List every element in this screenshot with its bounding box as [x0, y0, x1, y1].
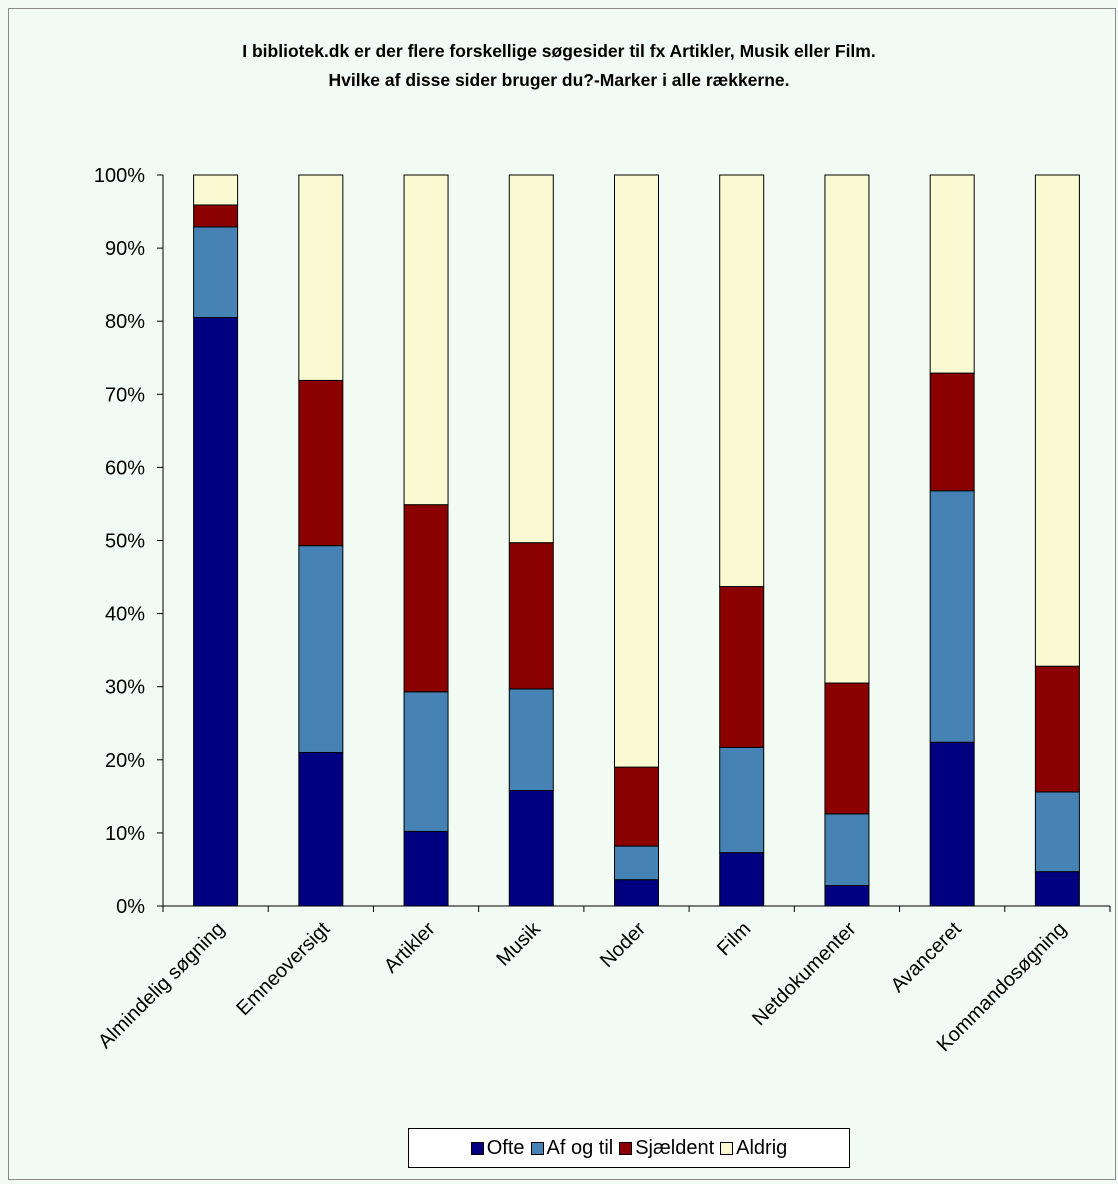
y-tick-label: 70%	[105, 384, 145, 406]
bar-segment	[403, 174, 449, 506]
bar-segment	[614, 766, 659, 847]
x-tick-label: Netdokumenter	[748, 918, 860, 1030]
bar-segment	[614, 879, 659, 907]
bar-segment	[824, 174, 870, 684]
legend-item: Ofte	[470, 1136, 525, 1160]
bar-segment	[719, 746, 765, 854]
bar-segment	[719, 586, 765, 748]
bar-segment	[1034, 665, 1080, 793]
x-tick-label: Musik	[492, 917, 545, 970]
bar-segment	[824, 813, 870, 887]
y-tick-label: 10%	[105, 823, 145, 845]
bar-segment	[403, 504, 449, 693]
bar-segment	[508, 174, 554, 544]
legend-swatch	[619, 1141, 633, 1155]
x-tick-label: Artikler	[380, 918, 440, 978]
bar-segment	[193, 317, 239, 907]
x-tick-label: Avanceret	[887, 918, 966, 997]
legend-label: Af og til	[546, 1136, 614, 1159]
y-tick-label: 30%	[105, 677, 145, 699]
bar-segment	[403, 830, 449, 907]
bar-segment	[719, 852, 765, 907]
bar-segment	[1034, 791, 1080, 873]
bar-segment	[298, 545, 344, 753]
y-tick-label: 40%	[105, 604, 145, 626]
x-tick-label: Almindelig søgning	[94, 918, 229, 1053]
bar-segment	[929, 174, 975, 374]
y-tick-label: 0%	[116, 896, 145, 918]
bar-segment	[824, 682, 870, 815]
chart-title: I bibliotek.dk er der flere forskellige …	[242, 41, 876, 90]
bar-segment	[929, 490, 975, 743]
legend-item: Aldrig	[720, 1137, 787, 1160]
legend-swatch	[720, 1141, 734, 1155]
x-tick-label: Noder	[596, 918, 650, 972]
legend-label: Ofte	[486, 1136, 525, 1159]
bar-segment	[298, 174, 344, 381]
legend-swatch	[470, 1141, 484, 1155]
y-tick-label: 100%	[94, 165, 145, 187]
x-tick-label: Emneoversigt	[232, 918, 334, 1020]
y-tick-label: 60%	[105, 457, 145, 479]
bar-segment	[719, 174, 765, 588]
bar-segment	[508, 790, 554, 907]
bar-segment	[508, 542, 554, 690]
legend-label: Sjældent	[635, 1136, 715, 1159]
bar-segment	[403, 691, 449, 832]
bar-segment	[1034, 174, 1080, 667]
y-tick-label: 80%	[105, 311, 145, 333]
bar-segment	[824, 885, 870, 907]
legend: Ofte Af og til Sjældent Aldrig	[408, 1128, 850, 1168]
legend-swatch	[530, 1141, 544, 1155]
bar-segment	[929, 372, 975, 492]
bar-segment	[614, 845, 659, 881]
y-tick-label: 20%	[105, 750, 145, 772]
bar-segment	[614, 174, 659, 768]
legend-label: Aldrig	[736, 1136, 788, 1159]
bar-segment	[298, 751, 344, 907]
bar-segment	[193, 226, 239, 319]
legend-item: Sjældent	[619, 1137, 714, 1160]
y-tick-label: 90%	[105, 238, 145, 260]
bar-segment	[298, 379, 344, 547]
legend-item: Af og til	[530, 1136, 614, 1160]
bar-segment	[508, 688, 554, 792]
bar-segment	[193, 204, 239, 228]
y-tick-label: 50%	[105, 531, 145, 553]
bar-segment	[1034, 871, 1080, 907]
x-tick-label: Film	[713, 918, 755, 960]
bar-segment	[929, 741, 975, 907]
bar-segment	[193, 174, 239, 206]
